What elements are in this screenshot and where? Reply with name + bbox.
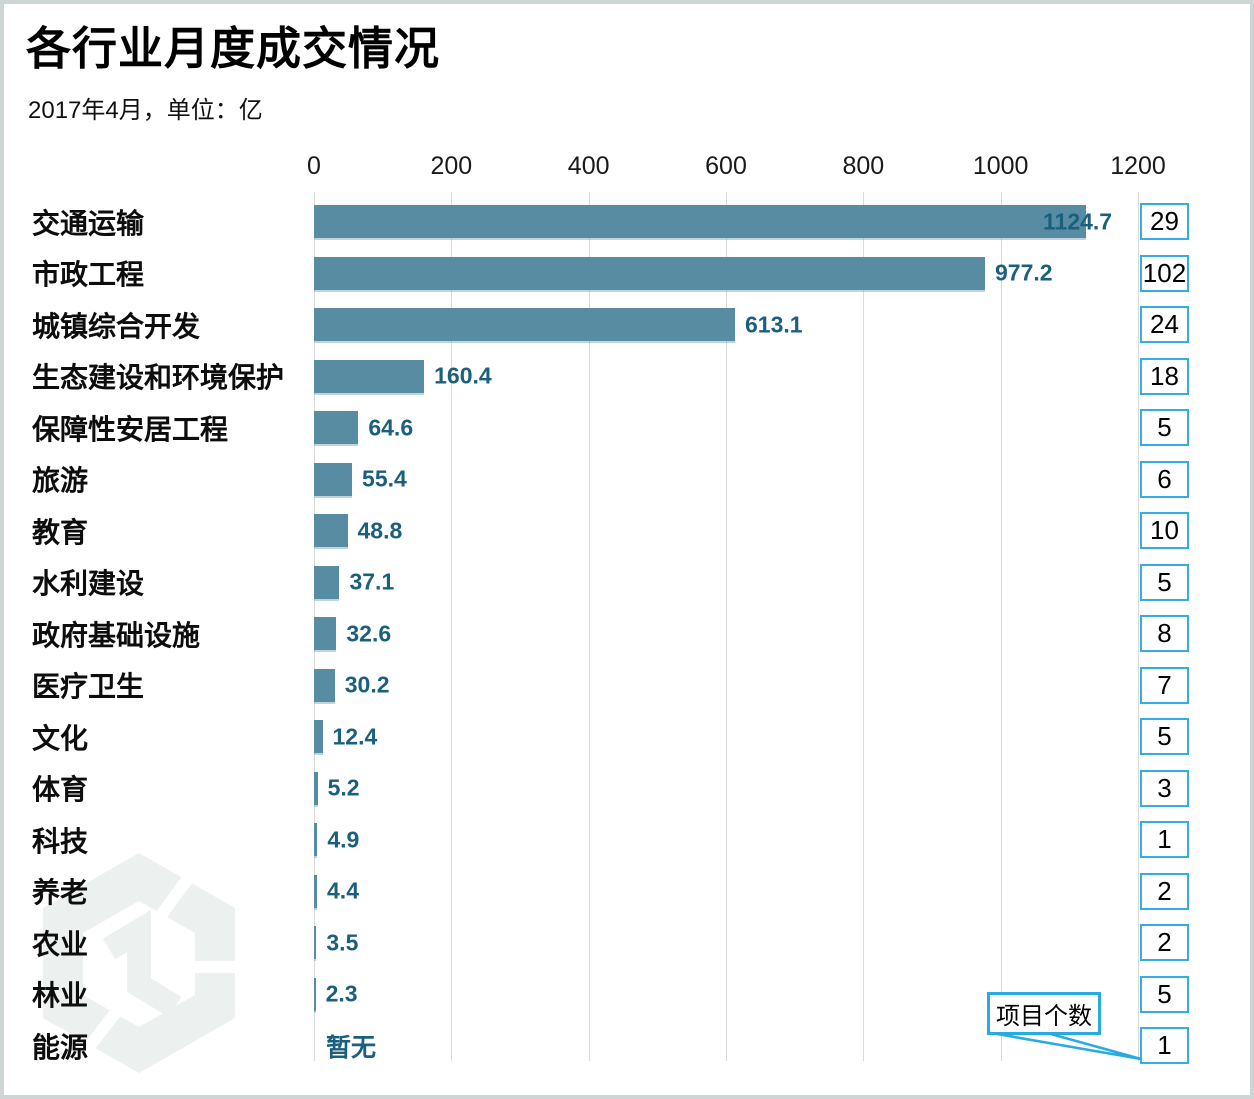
gridline (1000, 192, 1002, 1061)
value-label: 32.6 (346, 620, 392, 647)
callout-tail-icon (996, 1032, 1142, 1061)
category-label: 水利建设 (32, 568, 145, 600)
x-axis-tick-label: 0 (307, 152, 321, 180)
category-label: 旅游 (32, 465, 89, 497)
project-count-box: 3 (1140, 769, 1189, 807)
gridline (1138, 192, 1139, 1061)
bar (314, 411, 359, 445)
value-label: 4.9 (327, 826, 360, 853)
category-label: 林业 (32, 980, 89, 1012)
bar (314, 617, 337, 651)
project-count-box: 5 (1140, 409, 1189, 447)
project-count-box: 102 (1140, 254, 1189, 292)
category-label: 政府基础设施 (32, 619, 201, 651)
bar (314, 771, 318, 805)
project-count-box: 1 (1140, 1027, 1189, 1065)
category-label: 科技 (32, 825, 89, 857)
value-label: 613.1 (744, 311, 803, 338)
x-axis-tick-label: 600 (705, 152, 747, 180)
category-label: 教育 (32, 516, 89, 548)
value-label: 4.4 (327, 877, 359, 904)
bar (314, 823, 318, 857)
bar (314, 565, 340, 599)
value-label: 55.4 (362, 465, 407, 492)
project-count-box: 5 (1140, 718, 1189, 756)
value-label: 1124.7 (1043, 208, 1113, 235)
value-label: 30.2 (344, 671, 390, 698)
x-axis: 0 200 400 600 800 1000 1200 (4, 4, 1250, 1095)
bar (314, 514, 348, 548)
value-label: 37.1 (349, 568, 395, 595)
project-count-callout: 项目个数 (987, 992, 1101, 1035)
category-label: 能源 (32, 1031, 89, 1063)
category-label: 保障性安居工程 (32, 413, 229, 445)
logo-watermark-icon (43, 853, 235, 1073)
callout-label: 项目个数 (996, 1003, 1092, 1030)
value-label: 48.8 (357, 517, 403, 544)
x-axis-tick-label: 400 (567, 152, 610, 180)
bar (314, 926, 317, 960)
gridline (863, 192, 865, 1061)
bar (314, 977, 316, 1011)
project-count-box: 1 (1140, 821, 1189, 859)
x-axis-tick-label: 1000 (972, 152, 1029, 180)
page-subtitle: 2017年4月，单位：亿 (28, 97, 263, 124)
category-label: 农业 (32, 928, 89, 960)
category-label: 生态建设和环境保护 (32, 362, 285, 394)
category-label: 市政工程 (32, 259, 145, 291)
project-count-box: 5 (1140, 563, 1189, 601)
project-count-box: 8 (1140, 615, 1189, 653)
bar (314, 308, 735, 342)
bar (314, 205, 1087, 239)
value-label: 5.2 (327, 774, 360, 801)
category-label: 文化 (32, 722, 89, 754)
project-count-box: 2 (1140, 872, 1189, 910)
bar (314, 668, 335, 702)
bars-area: 交通运输 1124.7 29 市政工程 977.2 102 城镇综合开发 613.1 24 生态建… (4, 4, 1250, 1095)
project-count-box: 29 (1140, 203, 1189, 241)
project-count-box: 10 (1140, 512, 1189, 550)
value-label: 3.5 (326, 929, 359, 956)
x-axis-tick-label: 200 (430, 152, 473, 180)
bar (314, 359, 425, 393)
no-data-label: 暂无 (326, 1033, 377, 1062)
bar (314, 874, 318, 908)
value-label: 2.3 (325, 980, 358, 1007)
category-label: 交通运输 (32, 207, 145, 239)
project-count-box: 6 (1140, 460, 1189, 498)
value-label: 12.4 (332, 723, 378, 750)
x-axis-tick-label: 1200 (1110, 152, 1166, 180)
value-label: 977.2 (995, 259, 1053, 286)
category-label: 体育 (32, 774, 89, 806)
project-count-box: 7 (1140, 666, 1189, 704)
project-count-box: 2 (1140, 924, 1189, 962)
gridline (726, 192, 727, 1061)
project-count-box: 5 (1140, 975, 1189, 1013)
project-count-box: 18 (1140, 357, 1189, 395)
bar (314, 720, 323, 754)
project-count-box: 24 (1140, 306, 1189, 344)
bar (314, 256, 985, 290)
gridline (451, 192, 453, 1061)
value-label: 160.4 (434, 362, 492, 389)
x-axis-tick-label: 800 (842, 152, 885, 180)
bar (314, 462, 353, 496)
category-label: 养老 (32, 877, 89, 909)
category-label: 医疗卫生 (32, 671, 145, 703)
page-title: 各行业月度成交情况 (26, 23, 441, 74)
gridline (588, 192, 590, 1061)
category-label: 城镇综合开发 (32, 310, 201, 342)
value-label: 64.6 (368, 414, 414, 441)
